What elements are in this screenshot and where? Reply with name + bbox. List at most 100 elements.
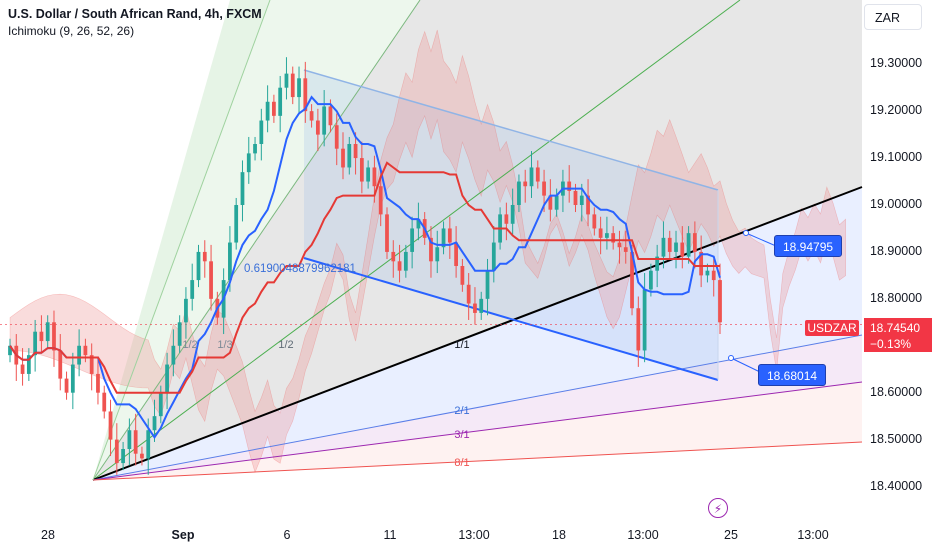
candle-body <box>26 355 31 374</box>
candle-body <box>234 205 239 243</box>
candle-body <box>303 78 308 112</box>
candle-body <box>642 289 647 351</box>
time-tick: 25 <box>724 528 738 542</box>
candle-body <box>655 256 660 271</box>
tenkan-line <box>9 95 721 440</box>
candle-body <box>460 266 465 285</box>
time-tick: 6 <box>283 528 291 542</box>
time-tick: 13:00 <box>627 528 659 542</box>
price-callout-upper[interactable]: 18.94795 <box>774 235 843 257</box>
candle-body <box>177 322 182 346</box>
candle-body <box>96 373 100 393</box>
price-tick: 18.80000 <box>870 290 923 305</box>
candle-body <box>579 195 584 205</box>
time-tick: 11 <box>383 528 397 542</box>
candle-body <box>70 364 75 393</box>
price-tick: 18.40000 <box>870 478 923 493</box>
candle-body <box>190 280 195 299</box>
price-tick: 19.30000 <box>870 56 923 71</box>
candle-body <box>196 251 201 281</box>
candle-body <box>592 214 597 229</box>
fan-label-1-2b: 1/2 <box>278 339 294 351</box>
candle-body <box>297 78 301 98</box>
price-callout-lower[interactable]: 18.68014 <box>758 364 827 386</box>
candle-body <box>334 125 339 149</box>
candle-body <box>711 270 716 281</box>
currency-selector[interactable]: ZAR <box>864 4 922 30</box>
candle-body <box>89 355 94 374</box>
candle-body <box>20 364 25 374</box>
candle-body <box>140 453 144 459</box>
candle-body <box>278 87 283 116</box>
time-tick: 28 <box>41 528 55 542</box>
candle-body <box>8 345 12 356</box>
candle-body <box>246 153 251 173</box>
wedge-area <box>304 70 718 380</box>
candle-body <box>290 73 295 98</box>
candle-body <box>454 242 458 266</box>
callout-dot <box>728 355 734 361</box>
candle-body <box>146 430 151 459</box>
fan-line <box>92 0 271 481</box>
fan-line <box>92 381 863 481</box>
candle-body <box>542 181 546 196</box>
price-tick: 19.20000 <box>870 103 923 118</box>
candle-body <box>573 190 578 205</box>
candle-body <box>699 251 704 276</box>
candle-body <box>385 214 389 252</box>
price-tick: 18.90000 <box>870 243 923 258</box>
candle-body <box>33 331 38 356</box>
candle-body <box>372 167 377 187</box>
wedge-upper-line <box>303 69 719 191</box>
candle-body <box>152 416 157 431</box>
candle-body <box>504 214 509 224</box>
candle-body <box>184 298 188 323</box>
fan-label-2-1: 2/1 <box>454 405 470 417</box>
candle-body <box>347 144 352 168</box>
fib-level-label: 0.6190048879962181 <box>244 263 356 275</box>
candle-body <box>667 237 672 252</box>
candle-body <box>309 111 314 121</box>
candle-body <box>517 181 521 205</box>
candle-body <box>510 205 515 224</box>
price-scale[interactable]: 19.30000 19.20000 19.10000 19.00000 18.90000… <box>862 0 932 520</box>
flash-icon[interactable]: ⚡ <box>708 498 728 518</box>
candle-body <box>322 106 327 135</box>
fan-label-1-3: 1/3 <box>217 339 233 351</box>
candle-body <box>353 144 358 159</box>
candle-body <box>674 242 678 252</box>
candle-body <box>171 345 176 365</box>
candle-body <box>114 439 119 464</box>
indicator-label[interactable]: Ichimoku (9, 26, 52, 26) <box>8 24 135 38</box>
wedge-lower-line <box>303 257 719 381</box>
candle-body <box>359 158 364 182</box>
time-axis[interactable]: 28 Sep 6 11 13:00 18 13:00 25 13:00 <box>0 520 862 550</box>
symbol-badge: USDZAR <box>805 320 859 336</box>
time-tick: 13:00 <box>458 528 490 542</box>
fan-line <box>92 186 863 481</box>
price-change: −0.13% <box>870 337 912 351</box>
candle-body <box>272 101 276 116</box>
candle-body <box>158 392 163 417</box>
candle-body <box>83 345 88 356</box>
price-tick: 19.00000 <box>870 197 923 211</box>
candle-body <box>410 228 415 252</box>
candle-body <box>630 251 634 309</box>
candle-body <box>473 303 477 313</box>
candle-body <box>523 181 528 187</box>
candle-body <box>447 228 452 243</box>
last-price-badge: 18.74540 −0.13% <box>864 318 932 352</box>
candle-body <box>649 270 653 290</box>
candle-body <box>435 247 440 262</box>
candle-body <box>705 270 710 276</box>
candle-body <box>102 392 107 412</box>
chart-title: U.S. Dollar / South African Rand, 4h, FX… <box>8 7 262 21</box>
candle-body <box>416 219 421 229</box>
candle-body <box>479 298 484 313</box>
candle-body <box>259 120 264 144</box>
candle-body <box>341 148 345 168</box>
callout-dot <box>743 230 749 236</box>
candle-body <box>441 228 446 248</box>
candle-body <box>52 322 56 351</box>
